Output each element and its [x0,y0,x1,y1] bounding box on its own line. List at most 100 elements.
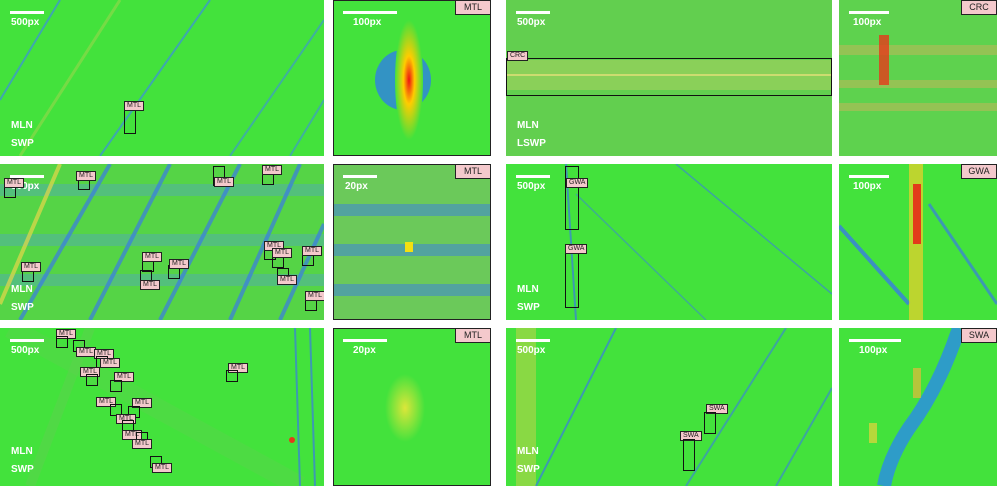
mode-label: MLN [11,284,33,295]
scale-label: 20px [353,345,376,356]
scale-label: 500px [11,345,40,356]
heatmap-background [333,0,491,156]
detection-box [226,370,238,382]
scale-bar [10,175,44,178]
panel-r3c4: 100px SWA [839,328,997,486]
heatmap-background [839,0,997,156]
detection-box [565,252,579,308]
panel-r1c2: 100px MTL [333,0,491,156]
detection-label: SWA [706,404,728,414]
detection-label: MTL [76,347,96,357]
class-tag: MTL [455,164,491,179]
detection-label: GWA [565,244,588,254]
panel-r2c4: 100px GWA [839,164,997,320]
mode-label: MLN [11,446,33,457]
detection-label: MTL [132,398,152,408]
detection-box [506,58,832,96]
heatmap-background [506,0,832,156]
detection-label: MTL [305,291,324,301]
detection-label: GWA [566,178,589,188]
type-label: SWP [11,138,34,149]
detection-label: MTL [132,439,152,449]
mode-label: MLN [517,120,539,131]
type-label: SWP [517,464,540,475]
class-tag: MTL [455,0,491,15]
heatmap-background [839,328,997,486]
detection-label: MTL [169,259,189,269]
heatmap-background [839,164,997,320]
detection-label: MTL [142,252,162,262]
scale-label: 100px [859,345,888,356]
detection-box [56,336,68,348]
detection-label: MTL [140,280,160,290]
detection-label: MTL [214,177,234,187]
panel-r2c2: 20px MTL [333,164,491,320]
detection-label: MTL [21,262,41,272]
mode-label: MLN [517,446,539,457]
panel-frame [333,0,491,156]
panel-r1c4: 100px CRC [839,0,997,156]
type-label: SWP [11,302,34,313]
scale-bar [343,175,377,178]
type-label: SWP [11,464,34,475]
detection-box [683,439,695,471]
detection-label: MTL [124,101,144,111]
scale-bar [10,339,44,342]
detection-label: MTL [76,171,96,181]
detection-label: SWA [680,431,702,441]
scale-bar [10,11,44,14]
panel-r3c2: 20px MTL [333,328,491,486]
detection-box [704,412,716,434]
heatmap-background [0,0,324,156]
scale-label: 100px [853,17,882,28]
heatmap-background [333,164,491,320]
class-tag: MTL [455,328,491,343]
scale-label: 500px [11,181,40,192]
detection-label: MTL [152,463,172,473]
detection-box [565,166,579,230]
scale-label: 500px [11,17,40,28]
detection-label: MTL [100,358,120,368]
scale-bar [516,339,550,342]
panel-r3c1: 500px MLN SWP MTL MTL MTL MTL MTL MTL MT… [0,328,324,486]
scale-bar [849,175,889,178]
detection-label: MTL [114,372,134,382]
panel-r2c3: 500px MLN SWP GWA GWA [506,164,832,320]
detection-label: CRC [507,51,529,61]
scale-label: 500px [517,181,546,192]
type-label: LSWP [517,138,546,149]
class-tag: SWA [961,328,997,343]
mode-label: MLN [517,284,539,295]
panel-r1c3: 500px MLN LSWP CRC [506,0,832,156]
mode-label: MLN [11,120,33,131]
heatmap-background [333,328,491,486]
scale-label: 100px [353,17,382,28]
class-tag: GWA [961,164,997,179]
scale-bar [849,11,889,14]
detection-label: MTL [96,397,116,407]
scale-label: 500px [517,345,546,356]
detection-box [124,108,136,134]
detection-label: MTL [277,275,297,285]
panel-r2c1: 500px MLN SWP MTL MTL MTL MTL MTL MTL MT… [0,164,324,320]
scale-bar [849,339,901,342]
detection-box [86,374,98,386]
detection-label: MTL [56,329,76,339]
heatmap-background [506,328,832,486]
scale-bar [343,11,397,14]
panel-r1c1: 500px MLN SWP MTL [0,0,324,156]
panel-frame [333,164,491,320]
detection-label: MTL [228,363,248,373]
detection-label: MTL [262,165,282,175]
scale-bar [516,11,550,14]
detection-label: MTL [272,248,292,258]
scale-bar [343,339,387,342]
detection-label: MTL [80,367,100,377]
class-tag: CRC [961,0,997,15]
type-label: SWP [517,302,540,313]
scale-label: 20px [345,181,368,192]
panel-r3c3: 500px MLN SWP SWA SWA [506,328,832,486]
detection-label: MTL [302,246,322,256]
detection-box [110,380,122,392]
heatmap-background [0,328,324,486]
